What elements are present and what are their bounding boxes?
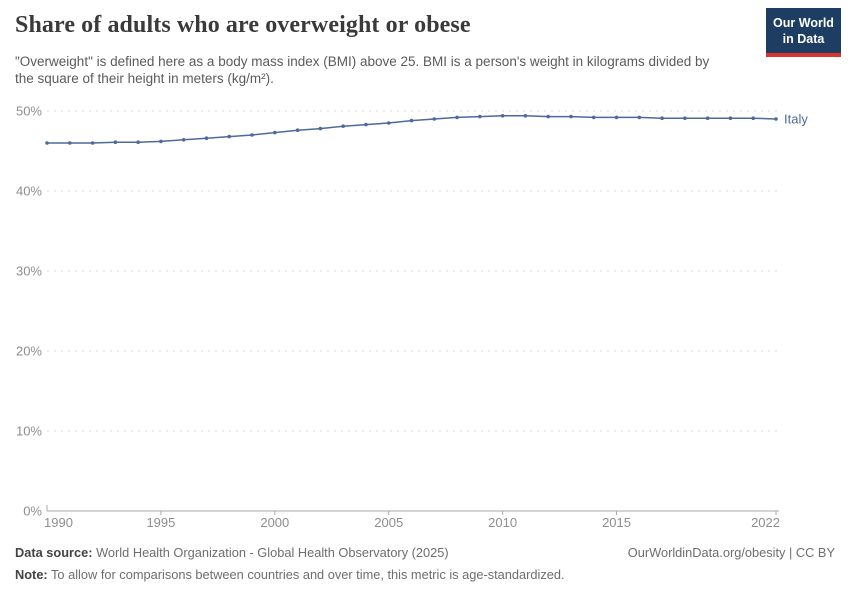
data-point [159,139,163,144]
y-tick-label: 10% [16,424,42,439]
data-point [683,116,687,120]
data-point [614,115,619,120]
x-tick-label: 2010 [488,515,517,530]
data-point [637,115,642,120]
note-text: Note: To allow for comparisons between c… [15,567,565,582]
data-point [409,118,414,123]
x-tick-label: 1995 [146,515,175,530]
data-point [569,114,573,119]
data-point [705,116,710,120]
y-tick-label: 20% [16,344,42,359]
data-point [136,140,140,144]
x-tick-label: 2005 [374,515,403,530]
data-point [250,133,254,137]
data-point [500,114,505,118]
owid-logo-line2: in Data [782,32,825,46]
chart-title: Share of adults who are overweight or ob… [15,12,471,38]
attribution-link[interactable]: OurWorldinData.org/obesity | CC BY [627,545,835,560]
data-point [181,138,186,142]
data-point [751,116,756,120]
data-point [341,124,345,128]
data-point [432,117,437,121]
data-point [478,114,482,119]
data-point [273,130,277,135]
data-point [204,136,209,140]
data-point [523,114,528,118]
data-point [728,116,733,120]
y-tick-label: 40% [16,184,42,199]
entity-label: Italy [784,112,808,127]
data-point [774,117,778,121]
data-source-text: Data source: World Health Organization -… [15,545,449,560]
data-point [591,115,596,120]
y-tick-label: 30% [16,264,42,279]
x-tick-label: 2022 [751,515,780,530]
line-chart: 0% 10% 20% 30% 40% 50% 1990 1995 2000 2005 2010 201… [16,104,808,531]
data-point [45,141,49,145]
data-point [660,116,664,120]
data-point [90,141,95,145]
chart-subtitle: "Overweight" is defined here as a body m… [15,54,710,86]
chart-footer: Data source: World Health Organization -… [15,544,835,583]
data-point [67,141,72,145]
x-tick-label: 2000 [260,515,289,530]
y-tick-label: 50% [16,104,42,119]
owid-logo: Our World in Data [766,8,841,57]
x-tick-label: 1990 [44,515,73,530]
data-point [295,128,300,132]
data-point [318,126,323,131]
y-tick-label: 0% [23,504,42,519]
data-point [386,121,391,125]
data-point [113,140,118,144]
data-source-label: Data source: [15,545,93,560]
data-point [455,115,459,120]
note-label: Note: [15,567,48,582]
data-point [364,122,368,127]
owid-logo-line1: Our World [773,16,834,30]
x-tick-label: 2015 [602,515,631,530]
data-point [227,134,232,139]
data-point [546,114,550,119]
